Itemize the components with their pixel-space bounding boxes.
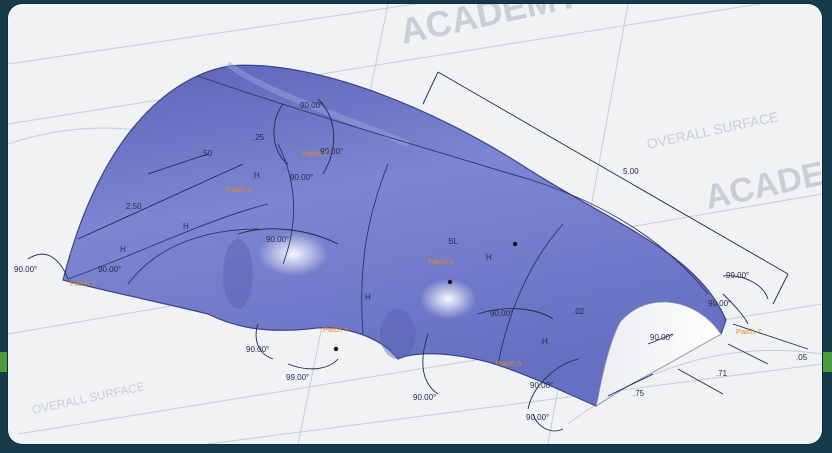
patch-labels: Patch 1 Patch 2 Patch 3 Patch 4 Patch 5 … xyxy=(70,149,761,368)
reference-points xyxy=(333,241,518,352)
constraint-symbol: SL xyxy=(448,237,458,246)
dim-overall-length: 5.00 xyxy=(623,167,639,176)
angle-front-1: 90.00° xyxy=(530,381,553,390)
front-opening xyxy=(595,301,722,408)
constraint-h-1: H xyxy=(254,171,260,180)
constraint-h-4: H xyxy=(365,293,371,302)
angle-bottom-mid: 99.00° xyxy=(286,373,309,382)
dimension-lines xyxy=(27,71,809,432)
constraint-h-6: H xyxy=(542,337,548,346)
angle-left-small: 90.00° xyxy=(98,265,121,274)
dim-side-length: 2.50 xyxy=(126,202,142,211)
angle-right-1: 99.00° xyxy=(726,271,749,280)
angle-front-3: 90.00° xyxy=(650,333,673,342)
watermark-caption: OVERALL SURFACE xyxy=(645,108,779,152)
angle-top: 90.00° xyxy=(300,101,323,110)
angle-top-fh: 90.00° xyxy=(320,147,343,156)
surface-seams xyxy=(67,75,709,365)
dim-offset-front: .05 xyxy=(796,353,808,362)
patch-label-5[interactable]: Patch 5 xyxy=(496,359,521,368)
angle-mid: 90.00° xyxy=(266,235,289,244)
angle-bottom-right: 90.00° xyxy=(413,393,436,402)
angle-bottom-left: 90.00° xyxy=(246,345,269,354)
patch-label-2[interactable]: Patch 2 xyxy=(226,185,251,194)
dim-left-top: .50 xyxy=(201,149,213,158)
angle-right-2: 90.00° xyxy=(708,299,731,308)
angle-left: 90.00° xyxy=(14,265,37,274)
patch-label-3[interactable]: Patch 3 xyxy=(302,149,327,158)
watermark-brand-1: ACADEMY xyxy=(396,4,583,52)
patch-label-6[interactable]: Patch 6 xyxy=(428,257,453,266)
constraint-h-5: H xyxy=(486,253,492,262)
constraint-h-2: H xyxy=(183,222,189,231)
patch-label-4[interactable]: Patch 4 xyxy=(323,325,348,334)
dim-width-front: .71 xyxy=(716,369,728,378)
surface-bumps xyxy=(223,61,476,359)
watermark-brand-2: ACADEMY xyxy=(702,144,822,217)
constraint-markers: H H H H H H SL xyxy=(120,171,548,346)
dim-small-radius: .02 xyxy=(573,307,585,316)
dim-radius-mid: .25 xyxy=(253,133,265,142)
dimension-texts: 5.00 2.50 .71 .05 .75 .02 .50 .25 90.00°… xyxy=(14,101,808,422)
cad-viewport[interactable]: ACADEMY ACADEMY OVERALL SURFACE OVERALL … xyxy=(8,4,822,444)
watermark-caption-2: OVERALL SURFACE xyxy=(31,379,146,417)
angle-mid-right: 90.00° xyxy=(490,309,513,318)
angle-top-lower: 90.00° xyxy=(290,173,313,182)
angle-front-2: 90.00° xyxy=(526,413,549,422)
patch-label-1[interactable]: Patch 1 xyxy=(70,279,95,288)
patch-label-7[interactable]: Patch 7 xyxy=(736,327,761,336)
constraint-h-3: H xyxy=(120,245,126,254)
dim-length-front: .75 xyxy=(633,389,645,398)
cad-drawing: ACADEMY ACADEMY OVERALL SURFACE OVERALL … xyxy=(8,4,822,444)
